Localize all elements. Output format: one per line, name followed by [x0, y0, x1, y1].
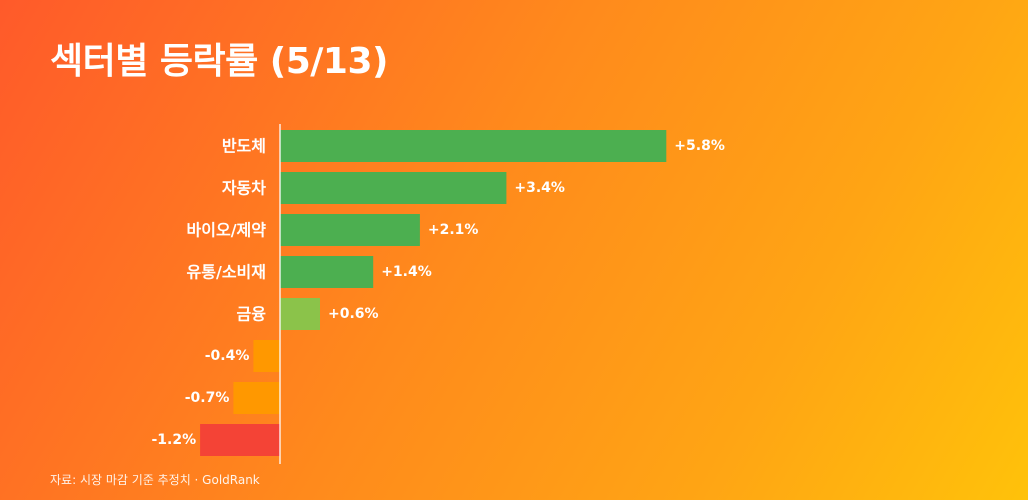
value-label-7: -0.7% [185, 390, 230, 406]
value-label-5: +0.6% [328, 306, 379, 322]
bar-7 [233, 382, 280, 414]
source-note: 자료: 시장 마감 기준 추정치 · GoldRank [50, 473, 260, 487]
bar-6 [253, 340, 280, 372]
bars-layer [200, 130, 667, 456]
value-label-8: -1.2% [151, 432, 196, 448]
category-label-3: 바이오/제약 [187, 221, 267, 240]
value-label-2: +3.4% [514, 180, 565, 196]
bar-2 [280, 172, 507, 204]
chart-title: 섹터별 등락률 (5/13) [50, 41, 389, 82]
category-label-4: 유통/소비재 [187, 263, 266, 282]
category-label-5: 금융 [237, 305, 267, 324]
value-label-4: +1.4% [381, 264, 432, 280]
value-label-6: -0.4% [205, 348, 250, 364]
bar-3 [280, 214, 420, 246]
value-label-1: +5.8% [674, 138, 725, 154]
labels-layer: 반도체 +5.8% 자동차 +3.4% 바이오/제약 +2.1% 유통/소비재 +1.4% 금융… [151, 137, 724, 449]
category-label-1: 반도체 [222, 137, 266, 156]
bar-1 [280, 130, 667, 162]
bar-4 [280, 256, 374, 288]
value-label-3: +2.1% [428, 222, 479, 238]
bar-5 [280, 298, 320, 330]
bar-8 [200, 424, 280, 456]
category-label-2: 자동차 [222, 179, 266, 198]
